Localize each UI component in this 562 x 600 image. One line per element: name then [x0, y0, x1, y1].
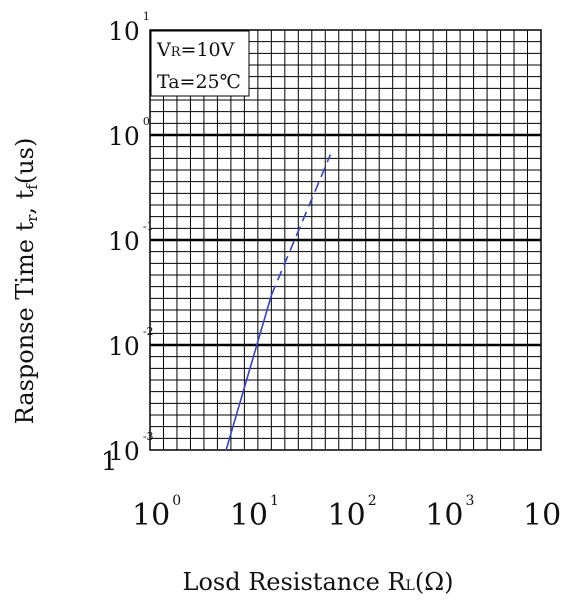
series-line-dashed — [270, 154, 332, 296]
conditions-box: VR=10V Ta=25℃ — [150, 30, 250, 97]
x-tick-labels: 100 101 102 103 104 — [132, 493, 562, 533]
plot-frame — [149, 29, 542, 451]
series-line-solid — [225, 294, 273, 451]
condition-vr: VR=10V — [156, 39, 235, 61]
x-tick-label: 10 2 — [328, 493, 377, 533]
y-tick-label: 10-3 — [108, 430, 154, 466]
x-tick-label: 104 — [523, 493, 562, 533]
y-tick-labels: 101 100 10-1 10-2 10-3 — [108, 10, 154, 466]
y-tick-label: 100 — [108, 115, 150, 151]
y-axis-label: Rasponse Time tr, tf(us) — [11, 138, 41, 425]
y-tick-label: 10-1 — [108, 220, 154, 256]
y-stray-label: 1 — [101, 447, 118, 477]
y-tick-label: 101 — [108, 10, 150, 46]
condition-ta: Ta=25℃ — [157, 71, 241, 93]
x-tick-label: 10 1 — [230, 493, 279, 533]
x-tick-label: 10 0 — [132, 493, 181, 533]
x-tick-label: 10 3 — [425, 493, 474, 533]
x-axis-label: Losd Resistance RL(Ω) — [183, 568, 454, 596]
series — [225, 154, 332, 451]
y-tick-label: 10-2 — [108, 325, 154, 361]
decade-lines — [150, 133, 541, 347]
